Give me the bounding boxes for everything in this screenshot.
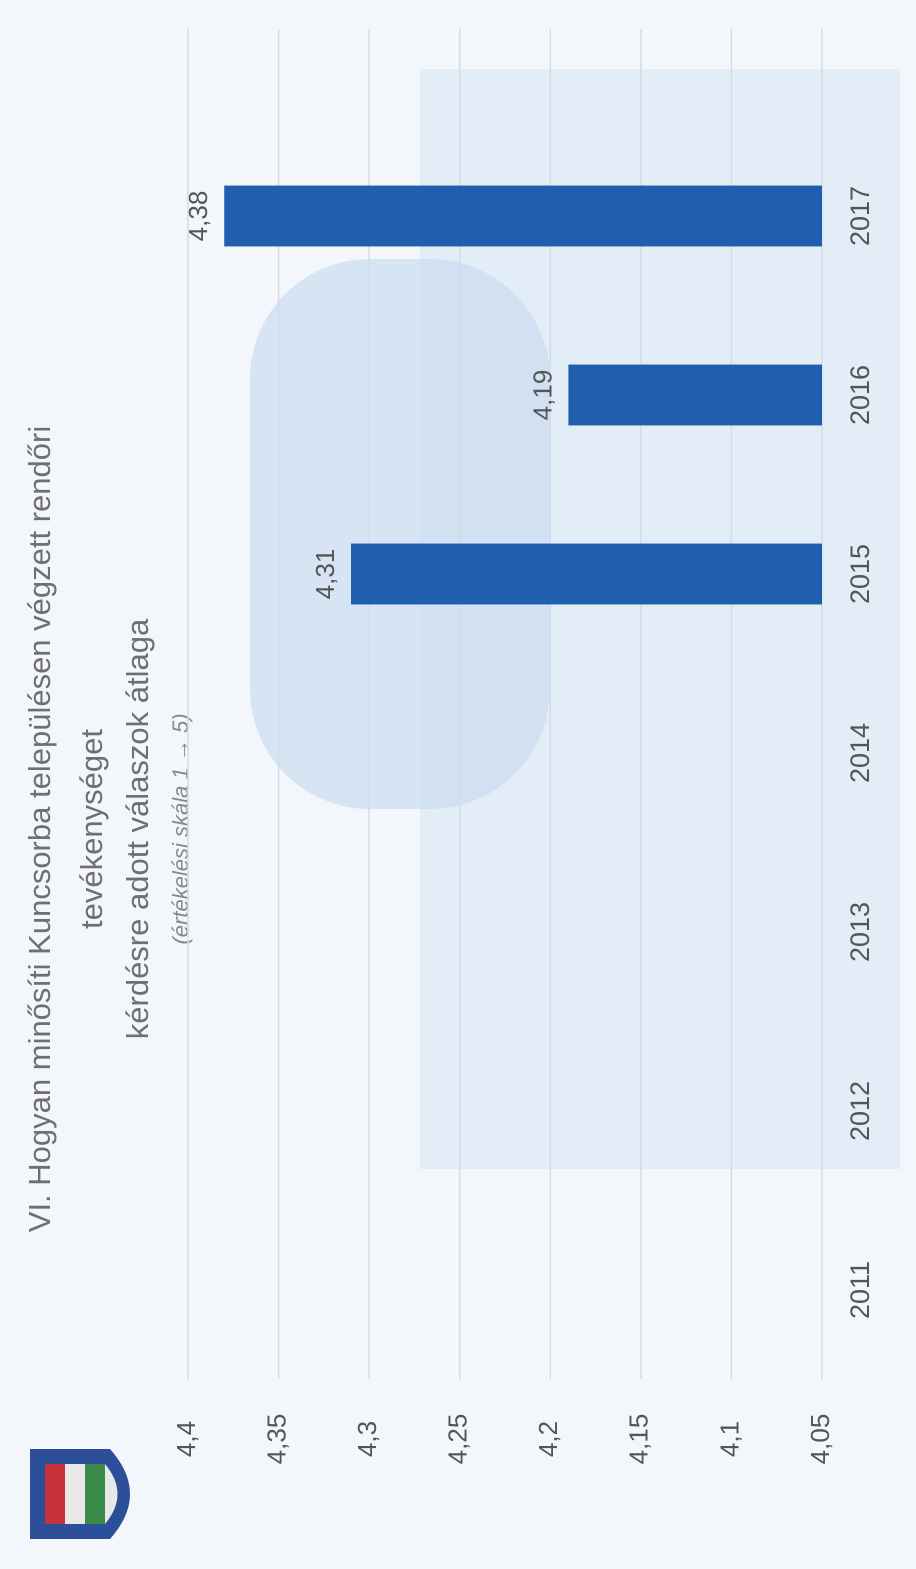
x-tick-label: 2014 [845,723,875,783]
police-logo [30,1449,130,1539]
value-label: 4,31 [310,549,340,600]
x-tick-label: 2015 [845,544,875,604]
x-tick-label: 2016 [845,365,875,425]
y-tick-label: 4,25 [443,1414,473,1465]
background-building [250,259,550,809]
value-label: 4,19 [527,370,557,421]
x-tick-label: 2017 [845,186,875,246]
x-tick-label: 2011 [845,1261,875,1319]
chart-subtitle: (értékelési skála 1 → 5) [168,713,193,944]
value-label: 4,38 [183,191,213,242]
chart-title: kérdésre adott válaszok átlaga [120,618,155,1039]
bar [351,543,822,605]
y-tick-label: 4,1 [714,1421,744,1457]
y-tick-label: 4,35 [261,1414,291,1465]
chart-title: tevékenységet [74,729,109,929]
x-tick-label: 2012 [845,1081,875,1141]
y-tick-label: 4,05 [805,1414,835,1465]
y-tick-label: 4,2 [533,1421,563,1457]
y-tick-label: 4,15 [624,1414,654,1465]
bar [568,364,823,426]
x-tick-label: 2013 [845,902,875,962]
chart-title: VI. Hogyan minősíti Kuncsorba települése… [22,426,57,1232]
bar [224,185,822,247]
rotated-chart: VI. Hogyan minősíti Kuncsorba települése… [22,29,900,1539]
y-tick-label: 4,3 [352,1421,382,1457]
y-tick-label: 4,4 [171,1421,201,1457]
